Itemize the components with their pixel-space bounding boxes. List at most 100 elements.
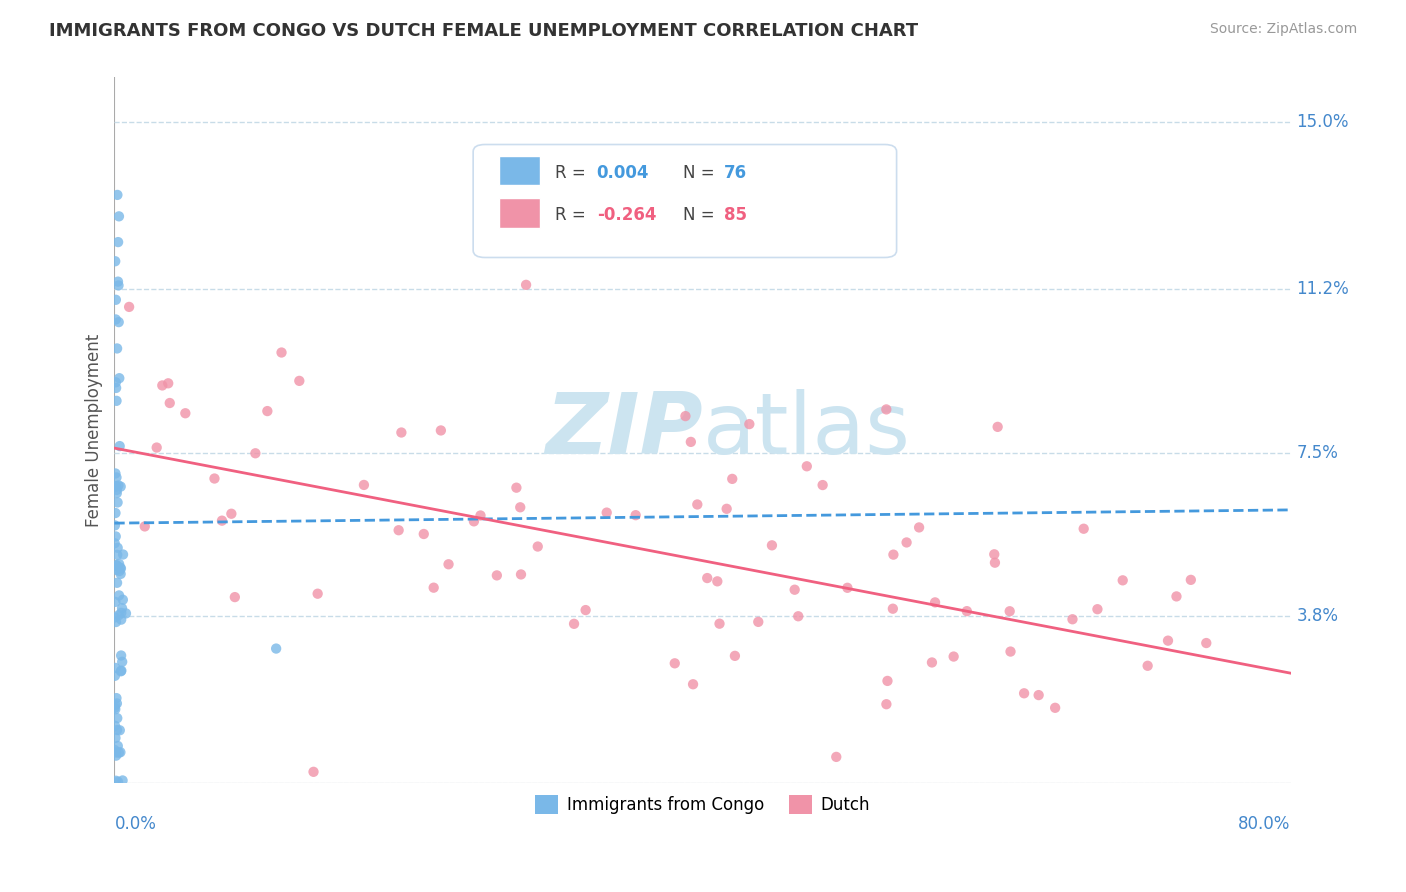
Point bbox=[882, 601, 904, 615]
Point bbox=[104, 719, 127, 733]
Point bbox=[104, 661, 127, 675]
Text: atlas: atlas bbox=[703, 389, 911, 472]
Point bbox=[1157, 633, 1180, 648]
Point bbox=[111, 655, 134, 669]
Text: 0.004: 0.004 bbox=[596, 164, 650, 182]
Point bbox=[270, 345, 292, 359]
Point bbox=[796, 459, 818, 474]
Point bbox=[105, 342, 128, 356]
Point bbox=[664, 657, 686, 671]
Text: 3.8%: 3.8% bbox=[1296, 607, 1339, 624]
Point bbox=[430, 424, 453, 438]
Point bbox=[105, 773, 128, 788]
Text: 80.0%: 80.0% bbox=[1239, 815, 1291, 833]
Point bbox=[1087, 602, 1109, 616]
Point bbox=[105, 381, 128, 395]
Point bbox=[105, 723, 128, 737]
Point bbox=[108, 210, 131, 224]
Point bbox=[108, 723, 131, 738]
Point bbox=[110, 479, 132, 493]
Point bbox=[686, 498, 709, 512]
FancyBboxPatch shape bbox=[499, 198, 540, 227]
Point bbox=[105, 393, 128, 408]
Text: -0.264: -0.264 bbox=[596, 206, 657, 224]
Point bbox=[110, 560, 132, 574]
Point bbox=[110, 664, 132, 678]
Point bbox=[596, 506, 619, 520]
Point bbox=[104, 731, 127, 745]
Point bbox=[104, 536, 127, 550]
Point bbox=[485, 568, 508, 582]
Point bbox=[924, 595, 946, 609]
Point bbox=[104, 376, 127, 390]
Point bbox=[103, 701, 125, 715]
Legend: Immigrants from Congo, Dutch: Immigrants from Congo, Dutch bbox=[529, 789, 877, 821]
Point bbox=[159, 396, 181, 410]
Point bbox=[110, 561, 132, 575]
Point bbox=[921, 656, 943, 670]
Point bbox=[984, 556, 1007, 570]
Point bbox=[112, 548, 135, 562]
Point bbox=[104, 595, 127, 609]
Point bbox=[211, 514, 233, 528]
Point bbox=[1000, 644, 1022, 658]
Point bbox=[463, 514, 485, 528]
Point bbox=[104, 610, 127, 624]
Text: 15.0%: 15.0% bbox=[1296, 112, 1348, 130]
Point bbox=[105, 558, 128, 573]
Point bbox=[224, 590, 246, 604]
Point bbox=[108, 746, 131, 760]
Point bbox=[709, 616, 731, 631]
Point bbox=[108, 588, 131, 602]
Point bbox=[875, 697, 897, 711]
Point bbox=[515, 277, 537, 292]
Text: IMMIGRANTS FROM CONGO VS DUTCH FEMALE UNEMPLOYMENT CORRELATION CHART: IMMIGRANTS FROM CONGO VS DUTCH FEMALE UN… bbox=[49, 22, 918, 40]
Point bbox=[783, 582, 806, 597]
Point bbox=[1112, 574, 1135, 588]
Point bbox=[107, 774, 129, 789]
Point bbox=[174, 406, 197, 420]
Point bbox=[104, 529, 127, 543]
Point bbox=[107, 495, 129, 509]
Point bbox=[110, 745, 132, 759]
Point bbox=[882, 548, 904, 562]
Point bbox=[105, 615, 128, 629]
Point bbox=[998, 604, 1021, 618]
Point bbox=[437, 558, 460, 572]
Point bbox=[1028, 688, 1050, 702]
Point bbox=[108, 608, 131, 623]
Text: N =: N = bbox=[682, 164, 720, 182]
Point bbox=[108, 371, 131, 385]
Point bbox=[107, 541, 129, 555]
Point bbox=[104, 293, 127, 307]
Point bbox=[104, 698, 127, 712]
Point bbox=[624, 508, 647, 523]
Point bbox=[1180, 573, 1202, 587]
Text: 11.2%: 11.2% bbox=[1296, 280, 1350, 298]
Point bbox=[105, 691, 128, 706]
Text: R =: R = bbox=[555, 206, 592, 224]
Text: 76: 76 bbox=[724, 164, 747, 182]
Point bbox=[682, 677, 704, 691]
Text: 7.5%: 7.5% bbox=[1296, 443, 1339, 461]
Point bbox=[104, 467, 127, 481]
Text: Source: ZipAtlas.com: Source: ZipAtlas.com bbox=[1209, 22, 1357, 37]
Point bbox=[1012, 686, 1035, 700]
Point bbox=[118, 300, 141, 314]
Point bbox=[738, 417, 761, 431]
Point bbox=[942, 649, 965, 664]
Point bbox=[1136, 658, 1159, 673]
Point bbox=[110, 648, 132, 663]
Point bbox=[110, 665, 132, 679]
Point bbox=[111, 601, 134, 615]
Point bbox=[1062, 612, 1084, 626]
Point bbox=[1166, 590, 1188, 604]
Text: 85: 85 bbox=[724, 206, 747, 224]
Point bbox=[145, 441, 167, 455]
Point bbox=[747, 615, 769, 629]
Point bbox=[288, 374, 311, 388]
Point bbox=[724, 648, 747, 663]
Point bbox=[108, 439, 131, 453]
Point bbox=[115, 607, 138, 621]
Point bbox=[706, 574, 728, 589]
